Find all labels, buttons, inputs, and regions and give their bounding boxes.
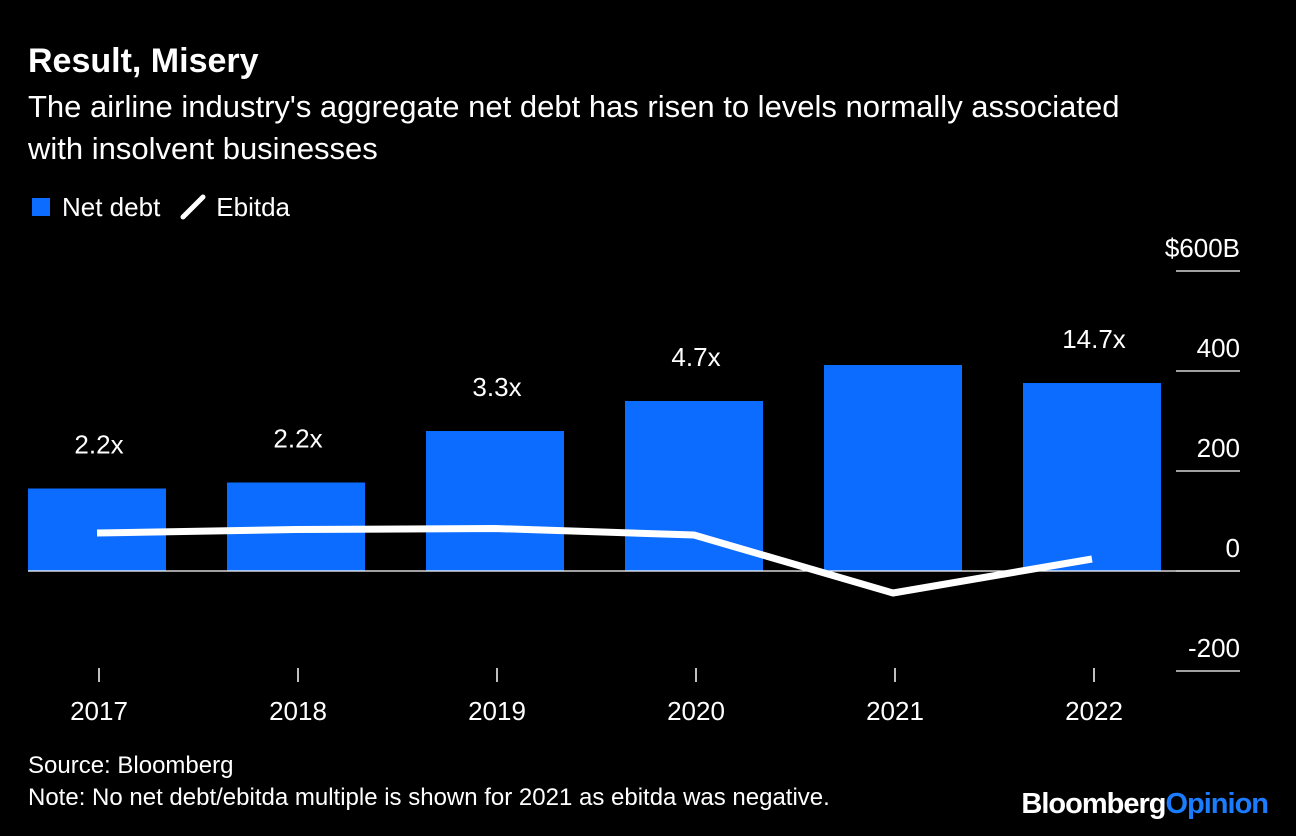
x-tick-label: 2022 [1065,696,1123,726]
chart-subtitle: The airline industry's aggregate net deb… [28,89,1120,166]
x-tick-label: 2021 [866,696,924,726]
net-debt-bar [426,431,564,571]
legend-item-ebitda: Ebitda [180,192,290,223]
net-debt-swatch [32,198,50,216]
x-tick-label: 2019 [468,696,526,726]
bar-data-label: 3.3x [472,372,521,402]
legend-item-net-debt: Net debt [32,192,160,223]
x-tick-label: 2017 [70,696,128,726]
net-debt-bar [625,401,763,571]
y-tick-label: 400 [1197,333,1240,363]
footnote: Note: No net debt/ebitda multiple is sho… [28,784,830,811]
source-note: Source: Bloomberg [28,752,234,779]
ebitda-line-swatch [180,194,206,220]
legend-label-ebitda: Ebitda [216,191,291,222]
legend: Net debt Ebitda [32,190,310,224]
brand-logo-main: Bloomberg [1021,788,1166,820]
y-tick-label: 0 [1226,533,1240,563]
ebitda-line [96,525,1093,597]
bar-data-label: 14.7x [1062,324,1126,354]
legend-label-net-debt: Net debt [62,191,161,222]
x-tick-label: 2020 [667,696,725,726]
bar-data-label: 4.7x [671,342,720,372]
brand-logo-accent: Opinion [1165,788,1269,820]
net-debt-bar [824,365,962,571]
bar-data-label: 2.2x [273,424,322,454]
x-tick-label: 2018 [269,696,327,726]
y-tick-label: 200 [1197,433,1240,463]
brand-logo: BloombergOpinion [1021,788,1269,821]
y-tick-label: -200 [1188,633,1240,663]
net-debt-bar [1023,383,1161,571]
bar-data-label: 2.2x [74,430,123,460]
y-tick-label: $600B [1165,233,1240,263]
chart-title: Result, Misery [28,42,259,80]
